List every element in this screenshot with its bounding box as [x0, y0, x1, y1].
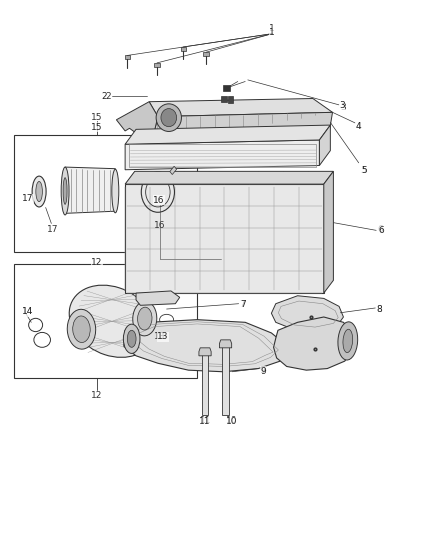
Ellipse shape	[61, 167, 69, 215]
Text: 10: 10	[226, 417, 238, 426]
Text: 11: 11	[199, 417, 211, 426]
Ellipse shape	[36, 181, 42, 201]
Bar	[202, 354, 208, 415]
Polygon shape	[319, 125, 330, 165]
Polygon shape	[219, 340, 232, 348]
Text: 3: 3	[339, 101, 345, 110]
Text: 16: 16	[154, 221, 166, 230]
Ellipse shape	[138, 307, 152, 330]
Text: 15: 15	[91, 112, 102, 122]
Text: 17: 17	[22, 194, 34, 203]
Ellipse shape	[112, 169, 119, 213]
Text: 9: 9	[260, 366, 265, 375]
Text: 5: 5	[360, 166, 366, 175]
Text: 7: 7	[240, 300, 246, 309]
Ellipse shape	[343, 329, 353, 353]
Polygon shape	[149, 99, 332, 117]
Polygon shape	[117, 102, 158, 144]
Polygon shape	[125, 140, 319, 169]
Text: 2: 2	[101, 92, 107, 101]
Ellipse shape	[124, 324, 140, 353]
Ellipse shape	[161, 109, 177, 127]
Bar	[129, 144, 316, 166]
Bar	[203, 52, 208, 56]
Text: 15: 15	[91, 123, 102, 132]
Ellipse shape	[338, 322, 358, 360]
Polygon shape	[272, 296, 343, 332]
Text: 8: 8	[376, 304, 382, 313]
Bar	[221, 96, 227, 102]
Ellipse shape	[156, 104, 181, 132]
Polygon shape	[199, 348, 211, 356]
Text: 11: 11	[200, 416, 212, 425]
Text: 13: 13	[157, 332, 169, 341]
Bar	[14, 135, 197, 252]
Bar	[170, 166, 177, 174]
Polygon shape	[125, 171, 333, 184]
Text: 4: 4	[356, 122, 361, 131]
Polygon shape	[274, 317, 354, 370]
Polygon shape	[151, 112, 332, 144]
Polygon shape	[124, 320, 289, 372]
Text: 1: 1	[269, 24, 275, 33]
Bar	[125, 55, 130, 59]
Ellipse shape	[67, 309, 95, 349]
Polygon shape	[65, 167, 115, 213]
Text: 6: 6	[378, 226, 384, 235]
Polygon shape	[136, 291, 180, 305]
Ellipse shape	[69, 285, 155, 357]
Ellipse shape	[73, 316, 90, 343]
Bar	[14, 264, 197, 378]
Text: 12: 12	[91, 258, 102, 266]
Text: 4: 4	[356, 122, 361, 131]
Text: 1: 1	[269, 28, 275, 37]
Text: 7: 7	[239, 300, 245, 309]
Text: 14: 14	[22, 307, 33, 316]
Bar	[180, 47, 186, 51]
Text: 3: 3	[341, 102, 346, 111]
Text: 17: 17	[46, 225, 58, 235]
Polygon shape	[125, 125, 330, 144]
Bar	[223, 85, 230, 91]
Text: 14: 14	[22, 307, 33, 316]
Text: 13: 13	[154, 332, 166, 341]
Bar	[228, 96, 233, 103]
Text: 5: 5	[361, 166, 367, 175]
Bar	[154, 63, 159, 67]
Ellipse shape	[63, 177, 67, 204]
Text: 8: 8	[377, 304, 382, 313]
Ellipse shape	[133, 301, 157, 336]
Text: 9: 9	[260, 367, 266, 376]
Text: 16: 16	[153, 196, 165, 205]
Ellipse shape	[32, 176, 46, 207]
Bar	[223, 346, 229, 415]
Polygon shape	[324, 171, 333, 293]
Text: 12: 12	[91, 391, 102, 400]
Text: 10: 10	[226, 416, 237, 425]
Text: 2: 2	[106, 92, 111, 101]
Text: 6: 6	[378, 225, 383, 234]
Ellipse shape	[127, 330, 136, 348]
Bar	[125, 184, 324, 293]
